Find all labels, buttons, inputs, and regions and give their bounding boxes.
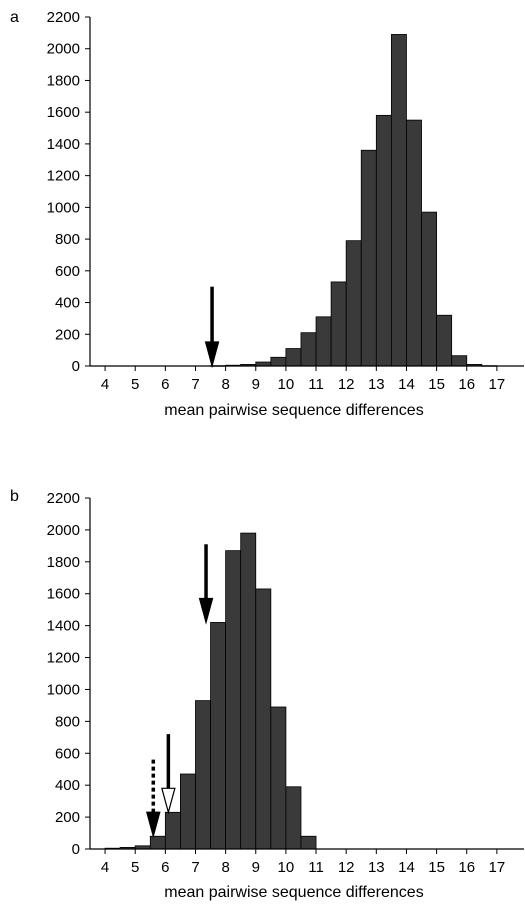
y-tick-label: 0	[72, 841, 80, 858]
y-tick-label: 1800	[47, 72, 80, 89]
histogram-bar	[315, 316, 332, 367]
y-tick-label: 800	[55, 713, 80, 730]
x-tick-label: 16	[458, 859, 475, 876]
x-tick-label: 14	[398, 859, 415, 876]
y-tick-label: 0	[72, 358, 80, 375]
panel-label-a: a	[10, 9, 19, 26]
y-tick-label: 600	[55, 745, 80, 762]
y-tick-label: 1200	[47, 650, 80, 667]
y-tick-label: 400	[55, 295, 80, 312]
histogram-bar	[436, 314, 453, 367]
arrow-head	[198, 597, 214, 625]
x-tick-label: 9	[252, 376, 260, 393]
x-tick-label: 4	[101, 859, 109, 876]
x-tick-label: 5	[131, 376, 139, 393]
x-tick-label: 8	[221, 859, 229, 876]
x-tick-label: 4	[101, 376, 109, 393]
y-tick-label: 2000	[47, 41, 80, 58]
histogram-bar	[180, 773, 196, 850]
chart-panel-b: 0 200 400 600 800 1000 1200 1400 1600 1800 2000 220…	[47, 490, 524, 901]
histogram-bar	[285, 348, 302, 367]
histogram-bar	[360, 149, 377, 367]
histogram-bar	[149, 835, 166, 850]
x-tick-label: 15	[428, 376, 445, 393]
histogram-bar	[330, 281, 347, 367]
y-tick-label: 800	[55, 231, 80, 248]
histogram-bar	[300, 332, 317, 367]
solid-arrow-icon	[204, 286, 220, 369]
x-tick-label: 12	[338, 859, 355, 876]
histogram-bar	[375, 114, 392, 367]
y-tick-label: 1400	[47, 618, 80, 635]
y-tick-label: 600	[55, 263, 80, 280]
histogram-bar	[451, 355, 468, 367]
x-tick-label: 5	[131, 859, 139, 876]
histogram-bar	[240, 532, 257, 850]
histogram-bar	[195, 700, 211, 850]
x-tick-label: 15	[428, 859, 445, 876]
y-tick-label: 200	[55, 326, 80, 343]
histogram-bar	[270, 706, 287, 850]
y-tick-label: 400	[55, 777, 80, 794]
x-axis-title: mean pairwise sequence differences	[164, 884, 423, 901]
x-tick-label: 7	[191, 859, 199, 876]
x-tick-label: 13	[368, 376, 385, 393]
histogram-bar	[285, 786, 302, 850]
arrow-head	[146, 811, 161, 839]
x-tick-label: 12	[338, 376, 355, 393]
y-tick-label: 1400	[47, 136, 80, 153]
y-tick-label: 1600	[47, 586, 80, 603]
y-tick-label: 2000	[47, 522, 80, 539]
solid-arrow-icon	[198, 544, 214, 625]
x-tick-label: 9	[252, 859, 260, 876]
arrow-head	[161, 787, 176, 815]
histogram-bar	[210, 622, 227, 850]
x-axis-title: mean pairwise sequence differences	[164, 402, 423, 419]
histogram-bar	[225, 550, 242, 850]
x-tick-label: 13	[368, 859, 385, 876]
arrow-head	[204, 341, 220, 369]
histogram-bar	[406, 119, 422, 367]
x-tick-label: 10	[278, 859, 295, 876]
y-tick-label: 2200	[47, 9, 80, 26]
x-tick-label: 16	[458, 376, 475, 393]
y-tick-label: 1000	[47, 681, 80, 698]
histogram-bar	[390, 34, 407, 367]
histogram-bar	[300, 835, 317, 850]
histogram-bar	[421, 211, 437, 367]
dotted-arrow-icon	[146, 759, 161, 839]
x-tick-label: 7	[191, 376, 199, 393]
y-tick-label: 1200	[47, 168, 80, 185]
panel-label-b: b	[10, 488, 19, 505]
histogram-bar	[270, 356, 287, 367]
histogram-bar	[255, 588, 272, 850]
histogram-bar	[345, 240, 362, 367]
x-tick-label: 14	[398, 376, 415, 393]
y-tick-label: 1800	[47, 554, 80, 571]
x-tick-label: 10	[278, 376, 295, 393]
x-tick-label: 6	[161, 859, 169, 876]
x-tick-label: 11	[308, 376, 324, 393]
x-tick-label: 8	[221, 376, 229, 393]
x-tick-label: 17	[489, 376, 506, 393]
histogram-bar	[164, 811, 181, 850]
hollow-arrow-icon	[161, 734, 176, 815]
chart-panel-a: 0 200 400 600 800 1000 1200 1400 1600 1800 2000 220…	[47, 9, 524, 419]
x-tick-label: 6	[161, 376, 169, 393]
x-tick-label: 11	[308, 859, 324, 876]
x-tick-label: 17	[489, 859, 506, 876]
y-tick-label: 200	[55, 809, 80, 826]
y-tick-label: 1600	[47, 104, 80, 121]
y-tick-label: 2200	[47, 490, 80, 507]
y-tick-label: 1000	[47, 199, 80, 216]
